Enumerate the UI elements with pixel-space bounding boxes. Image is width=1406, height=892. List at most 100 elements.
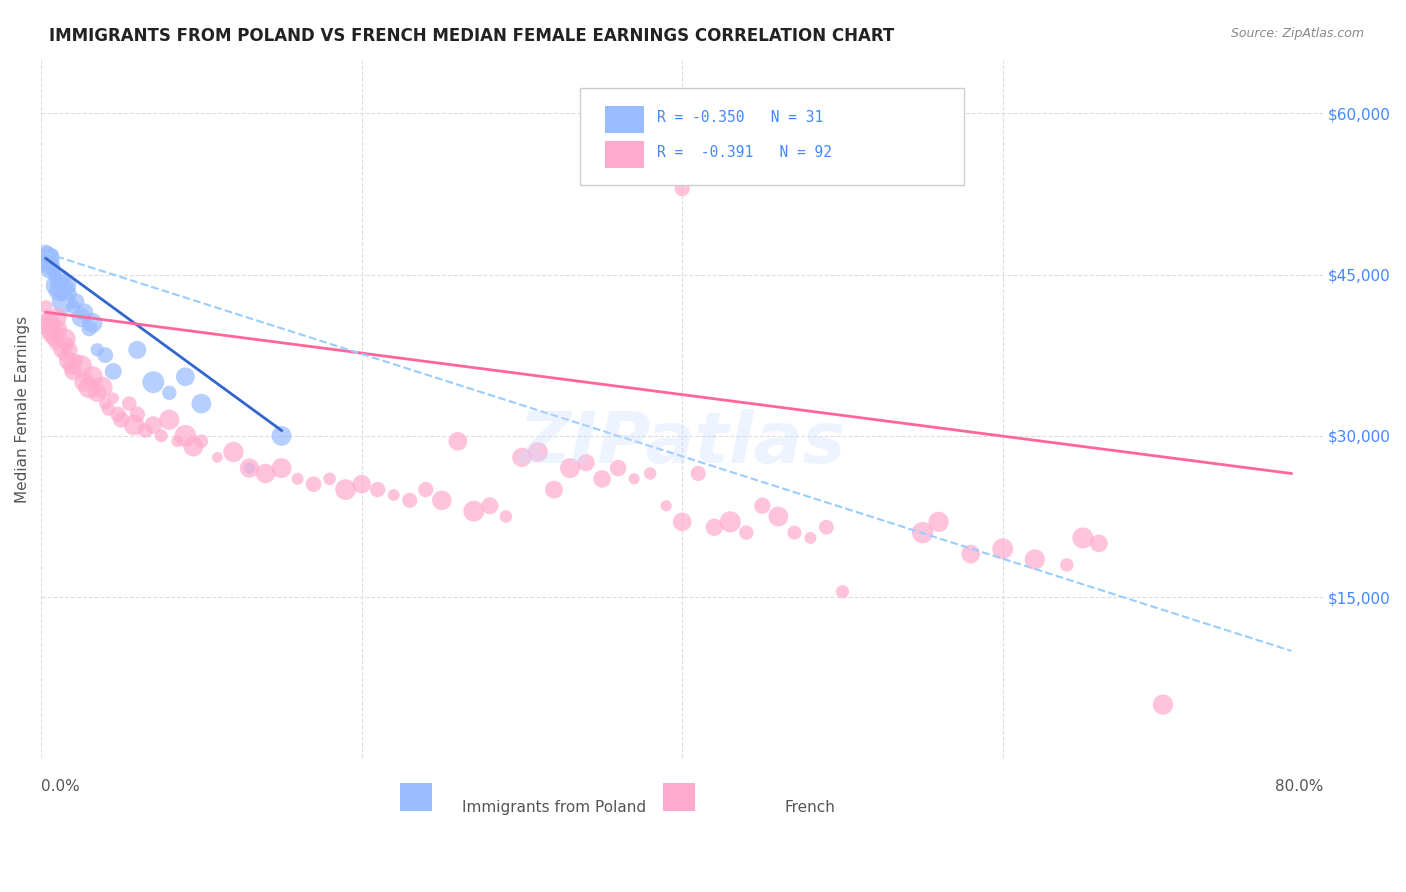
Point: [254, 467, 277, 481]
Point: [38, 257, 60, 271]
Point: [415, 483, 437, 497]
Point: [478, 499, 501, 513]
FancyBboxPatch shape: [605, 106, 644, 133]
Point: [150, 429, 173, 443]
Point: [44, 269, 66, 284]
Point: [671, 181, 693, 195]
Point: [48, 284, 70, 298]
Point: [70, 310, 93, 325]
Point: [73, 305, 96, 319]
Point: [688, 467, 710, 481]
Point: [447, 434, 470, 449]
Point: [39, 321, 62, 335]
Point: [238, 461, 260, 475]
Point: [1088, 536, 1111, 550]
Point: [751, 499, 773, 513]
Point: [623, 472, 645, 486]
Point: [37, 310, 59, 325]
Text: French: French: [785, 800, 835, 815]
Point: [118, 396, 141, 410]
Point: [97, 401, 120, 416]
Point: [495, 509, 517, 524]
Point: [166, 434, 188, 449]
Point: [73, 375, 96, 389]
Point: [46, 310, 69, 325]
Point: [41, 248, 63, 262]
Text: ZIPatlas: ZIPatlas: [519, 409, 846, 478]
Point: [382, 488, 405, 502]
Point: [53, 332, 76, 346]
Point: [42, 265, 65, 279]
Point: [157, 385, 180, 400]
Point: [49, 326, 72, 341]
Text: Immigrants from Poland: Immigrants from Poland: [463, 800, 645, 815]
Point: [318, 472, 340, 486]
Point: [70, 359, 93, 373]
Point: [103, 364, 125, 378]
Point: [38, 316, 60, 330]
Point: [39, 262, 62, 277]
Point: [655, 499, 678, 513]
Point: [52, 348, 75, 362]
Point: [783, 525, 806, 540]
Point: [110, 413, 132, 427]
Point: [815, 520, 838, 534]
Point: [134, 424, 156, 438]
Point: [127, 408, 149, 422]
Point: [350, 477, 373, 491]
Point: [991, 541, 1014, 556]
Point: [1152, 698, 1174, 712]
Point: [543, 483, 565, 497]
Point: [638, 467, 661, 481]
Point: [103, 391, 125, 405]
Point: [35, 300, 58, 314]
Point: [65, 294, 87, 309]
Point: [59, 287, 82, 301]
Point: [799, 531, 821, 545]
Point: [42, 332, 65, 346]
Point: [558, 461, 581, 475]
Point: [928, 515, 950, 529]
Point: [82, 369, 104, 384]
Point: [44, 337, 66, 351]
Point: [1071, 531, 1094, 545]
Text: 80.0%: 80.0%: [1275, 780, 1323, 794]
Point: [398, 493, 420, 508]
Point: [107, 408, 129, 422]
Point: [270, 461, 292, 475]
Text: Source: ZipAtlas.com: Source: ZipAtlas.com: [1230, 27, 1364, 40]
Point: [65, 353, 87, 368]
Point: [703, 520, 725, 534]
Point: [367, 483, 389, 497]
Point: [430, 493, 453, 508]
Point: [62, 364, 84, 378]
Point: [174, 369, 197, 384]
FancyBboxPatch shape: [605, 141, 644, 168]
Text: R =  -0.391   N = 92: R = -0.391 N = 92: [657, 145, 831, 160]
Point: [607, 461, 630, 475]
Point: [671, 515, 693, 529]
Point: [77, 380, 100, 394]
Point: [591, 160, 613, 174]
Point: [60, 359, 83, 373]
Point: [183, 440, 205, 454]
Point: [142, 375, 165, 389]
Point: [51, 343, 73, 357]
Point: [62, 300, 84, 314]
Point: [270, 429, 292, 443]
Y-axis label: Median Female Earnings: Median Female Earnings: [15, 316, 30, 502]
Point: [86, 343, 108, 357]
Point: [55, 280, 77, 294]
Point: [122, 418, 145, 433]
Point: [735, 525, 758, 540]
Point: [174, 429, 197, 443]
Point: [59, 343, 82, 357]
Point: [1024, 552, 1046, 566]
Point: [94, 396, 117, 410]
Point: [302, 477, 325, 491]
Point: [207, 450, 229, 465]
Point: [52, 294, 75, 309]
Point: [77, 321, 100, 335]
Point: [527, 445, 550, 459]
Point: [142, 418, 165, 433]
